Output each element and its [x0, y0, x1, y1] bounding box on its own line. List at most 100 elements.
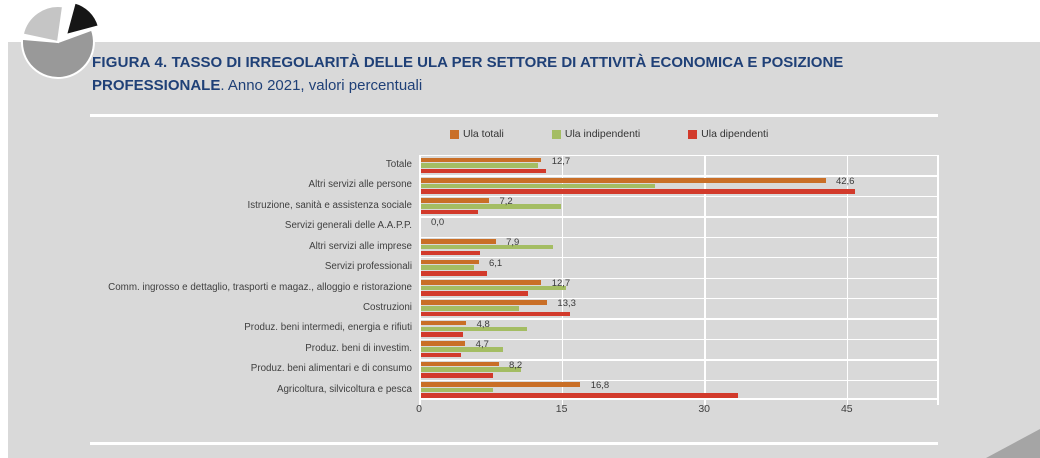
chart-row: 0,0	[419, 216, 939, 236]
logo-slice-dark	[21, 28, 95, 79]
bar-value-label: 12,7	[551, 278, 571, 289]
category-label: Servizi professionali	[324, 261, 412, 273]
bar-value-label: 7,9	[506, 237, 520, 249]
bar-ula-dipendenti	[420, 352, 462, 358]
bar-ula-totali	[420, 300, 548, 305]
chart-row: 12,7	[419, 155, 939, 175]
figure-subtitle: . Anno 2021, valori percentuali	[220, 76, 423, 94]
x-axis-tick	[419, 400, 421, 405]
category-label: Agricoltura, silvicoltura e pesca	[276, 383, 412, 395]
x-axis-tick	[704, 400, 706, 405]
gridline-horizontal	[419, 359, 939, 361]
bar-ula-dipendenti	[420, 311, 570, 317]
x-axis-tick-label: 0	[416, 403, 422, 415]
page-curl-icon	[986, 429, 1040, 458]
bar-ula-dipendenti	[420, 291, 529, 296]
gridline-horizontal	[419, 257, 939, 259]
bar-ula-totali	[420, 382, 581, 387]
category-label: Altri servizi alle imprese	[309, 240, 412, 252]
bar-ula-indipendenti	[420, 204, 562, 209]
chart-row: 42,6	[419, 175, 939, 195]
gridline-horizontal	[419, 216, 939, 218]
bar-value-label: 8,2	[508, 359, 523, 371]
bar-value-label: 6,1	[488, 257, 503, 269]
bar-ula-dipendenti	[420, 373, 493, 378]
bar-value-label: 4,7	[475, 339, 489, 351]
chart-row: 16,8	[419, 380, 939, 400]
gridline-horizontal	[419, 297, 939, 300]
x-axis-tick-label: 15	[555, 403, 568, 415]
category-label: Comm. ingrosso e dettaglio, trasporti e …	[108, 281, 412, 293]
x-axis-tick-labels: 0 15 30 45	[416, 403, 939, 417]
category-axis-labels: Totale Altri servizi alle persone Istruzio…	[0, 155, 412, 400]
gridline-horizontal	[419, 195, 939, 198]
bar-ula-totali	[420, 341, 466, 346]
bar-ula-indipendenti	[420, 387, 493, 393]
pie-chart-logo-icon	[21, 2, 101, 79]
bar-ula-dipendenti	[420, 250, 480, 256]
bar-ula-indipendenti	[420, 306, 519, 311]
gridline-horizontal	[419, 379, 939, 381]
legend-swatch-red-icon	[688, 129, 698, 139]
category-label: Produz. beni intermedi, energia e rifiut…	[244, 322, 412, 334]
bar-ula-indipendenti	[420, 265, 474, 270]
top-divider-line	[90, 114, 938, 117]
bar-ula-indipendenti	[420, 163, 538, 168]
x-axis-tick	[561, 400, 564, 405]
category-label: Servizi generali delle A.A.P.P.	[284, 220, 412, 232]
bar-ula-totali	[420, 157, 542, 163]
chart-row: 4,8	[419, 318, 939, 338]
figure-title-text: TASSO DI IRREGOLARITÀ DELLE ULA PER SETT…	[92, 54, 844, 94]
bar-ula-indipendenti	[420, 285, 567, 291]
x-axis-line	[419, 398, 939, 400]
x-axis-tick	[937, 400, 939, 405]
bar-value-label: 16,8	[590, 380, 610, 392]
category-label: Altri servizi alle persone	[308, 179, 412, 191]
legend-item-ula-dipendenti: Ula dipendenti	[688, 128, 768, 140]
x-axis-tick-label: 30	[698, 403, 711, 415]
gridline-horizontal	[419, 277, 939, 279]
bar-value-label: 7,2	[499, 196, 513, 208]
bar-value-label: 0,0	[431, 216, 445, 228]
legend-swatch-orange-icon	[450, 129, 459, 139]
category-label: Totale	[385, 159, 412, 170]
chart-legend: Ula totali Ula indipendenti Ula dipenden…	[450, 128, 768, 140]
bar-ula-indipendenti	[420, 346, 504, 352]
bar-value-label: 12,7	[551, 155, 571, 167]
bar-ula-dipendenti	[420, 270, 488, 276]
gridline-horizontal	[419, 338, 939, 341]
category-label: Produz. beni di investim.	[305, 342, 412, 354]
figure-title: FIGURA 4. TASSO DI IRREGOLARITÀ DELLE UL…	[92, 52, 972, 97]
legend-label: Ula indipendenti	[564, 128, 641, 140]
bar-ula-indipendenti	[420, 244, 553, 250]
bar-ula-totali	[420, 198, 490, 203]
bar-ula-dipendenti	[420, 332, 464, 337]
bar-value-label: 42,6	[835, 175, 855, 187]
category-label: Costruzioni	[362, 301, 412, 313]
x-axis-tick-label: 45	[840, 403, 853, 415]
plot-border-top	[419, 155, 939, 157]
category-label: Istruzione, sanità e assistenza sociale	[247, 199, 412, 211]
bar-ula-dipendenti	[420, 189, 856, 194]
bar-ula-indipendenti	[420, 367, 522, 372]
figure-number: FIGURA 4.	[92, 54, 168, 71]
category-label: Produz. beni alimentari e di consumo	[250, 363, 412, 375]
bar-ula-dipendenti	[420, 168, 547, 174]
bar-ula-indipendenti	[420, 326, 528, 332]
legend-item-ula-indipendenti: Ula indipendenti	[551, 128, 641, 140]
logo-slice-black	[64, 2, 101, 37]
bar-ula-totali	[420, 239, 496, 244]
bar-value-label: 4,8	[476, 318, 490, 330]
gridline-horizontal	[419, 236, 939, 239]
bar-ula-dipendenti	[420, 393, 739, 399]
bar-ula-dipendenti	[420, 209, 478, 215]
slide-panel	[8, 42, 1040, 458]
logo-slice-light	[21, 5, 65, 44]
chart-row: 7,2	[419, 196, 939, 216]
legend-label: Ula totali	[463, 128, 504, 140]
bar-ula-totali	[420, 361, 499, 367]
gridline-horizontal	[419, 318, 939, 320]
x-axis-tick	[846, 400, 849, 405]
bar-ula-indipendenti	[420, 183, 656, 189]
